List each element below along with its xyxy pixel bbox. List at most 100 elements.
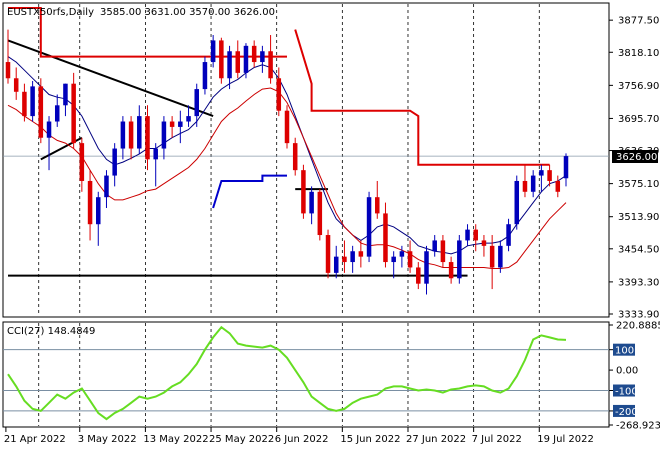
stop-line-blue (212, 174, 287, 209)
candle-down (38, 86, 44, 138)
x-tick-label: 7 Jul 2022 (472, 434, 522, 445)
x-tick-label: 13 May 2022 (143, 434, 208, 445)
candle-up (30, 86, 35, 117)
candle-up (194, 89, 199, 117)
candle-up (465, 229, 470, 241)
candle-down (22, 91, 27, 117)
x-tick-label: 3 May 2022 (78, 434, 137, 445)
ohlc-values: 3585.00 3631.00 3570.00 3626.00 (100, 7, 275, 18)
candle-down (235, 51, 241, 73)
candle-down (407, 251, 413, 268)
candle-down (325, 235, 331, 273)
candle-up (514, 180, 520, 225)
blue-ma-line (7, 56, 567, 255)
svg-text:3626.00: 3626.00 (616, 152, 657, 163)
cci-pane-border (2, 321, 610, 428)
candle-up (153, 148, 158, 160)
y-tick-label: 3393.30 (618, 277, 659, 288)
candle-down (555, 180, 561, 192)
main-pane-border (2, 2, 610, 318)
candle-up (366, 197, 372, 257)
cci-line (7, 325, 567, 421)
candle-up (186, 116, 191, 122)
candle-up (104, 175, 109, 198)
candle-down (219, 40, 224, 79)
y-tick-label: 3454.50 (618, 244, 659, 255)
candle-down (145, 116, 150, 160)
candle-up (563, 156, 569, 179)
cci-level-box (613, 343, 635, 356)
candle-up (63, 83, 68, 106)
candle-down (5, 62, 11, 79)
candle-down (276, 78, 282, 111)
candle-up (498, 245, 503, 268)
cci-level-label: -100 (615, 387, 638, 398)
cci-level-box (613, 384, 635, 397)
candle-up (424, 251, 429, 284)
candle-down (284, 110, 290, 144)
y-tick-label: 3513.90 (618, 212, 659, 223)
candle-down (358, 251, 364, 257)
x-tick-label: 21 Apr 2022 (4, 434, 66, 445)
trendline (7, 39, 214, 118)
cci-tick-label: -268.9239 (616, 421, 660, 432)
y-tick-label: 3818.10 (618, 48, 659, 59)
candle-down (169, 121, 175, 127)
candle-up (178, 121, 183, 127)
candle-up (539, 170, 544, 176)
candle-down (317, 191, 323, 236)
candle-up (432, 240, 437, 252)
candle-up (350, 251, 355, 263)
candle-down (440, 240, 446, 263)
candle-up (391, 256, 396, 263)
x-tick-label: 27 Jun 2022 (406, 434, 466, 445)
candle-up (457, 240, 462, 279)
y-tick-label: 3575.10 (618, 179, 659, 190)
y-tick-label: 3877.50 (618, 16, 659, 27)
y-tick-label: 3695.70 (618, 114, 659, 125)
candle-up (210, 40, 216, 63)
candle-up (530, 175, 536, 192)
candle-up (399, 251, 405, 257)
candle-up (227, 51, 232, 79)
y-tick-label: 3756.90 (618, 81, 659, 92)
candle-up (243, 45, 249, 73)
candle-down (481, 240, 487, 246)
candle-down (251, 45, 257, 63)
candle-down (342, 256, 347, 263)
candle-down (416, 267, 421, 284)
candle-down (522, 180, 528, 192)
candle-up (506, 224, 511, 246)
candle-up (46, 121, 52, 138)
cci-level-label: -200 (615, 407, 638, 418)
candle-down (448, 262, 454, 279)
candle-down (87, 180, 93, 225)
candle-up (137, 116, 142, 149)
candle-down (128, 121, 134, 149)
candle-up (161, 121, 167, 149)
candle-down (79, 143, 85, 181)
y-tick-label: 3333.90 (618, 310, 659, 321)
candle-up (202, 62, 208, 90)
candle-up (54, 105, 60, 122)
cci-level-box (613, 404, 635, 417)
last-price-tag: 3626.00 (612, 150, 658, 163)
candle-up (96, 197, 101, 225)
x-tick-label: 6 Jun 2022 (275, 434, 329, 445)
cci-tick-label: 0.00 (616, 366, 638, 377)
red-ma-line (7, 87, 567, 269)
candle-down (489, 245, 495, 268)
candle-down (292, 143, 298, 171)
candle-up (309, 191, 314, 214)
cci-tick-label: 220.8885 (616, 321, 660, 332)
candle-up (112, 148, 117, 176)
candle-down (301, 170, 306, 214)
candle-down (13, 78, 19, 92)
candle-down (473, 229, 478, 241)
candle-down (547, 170, 552, 181)
cci-level-label: 100 (615, 346, 634, 357)
candle-up (120, 121, 126, 149)
